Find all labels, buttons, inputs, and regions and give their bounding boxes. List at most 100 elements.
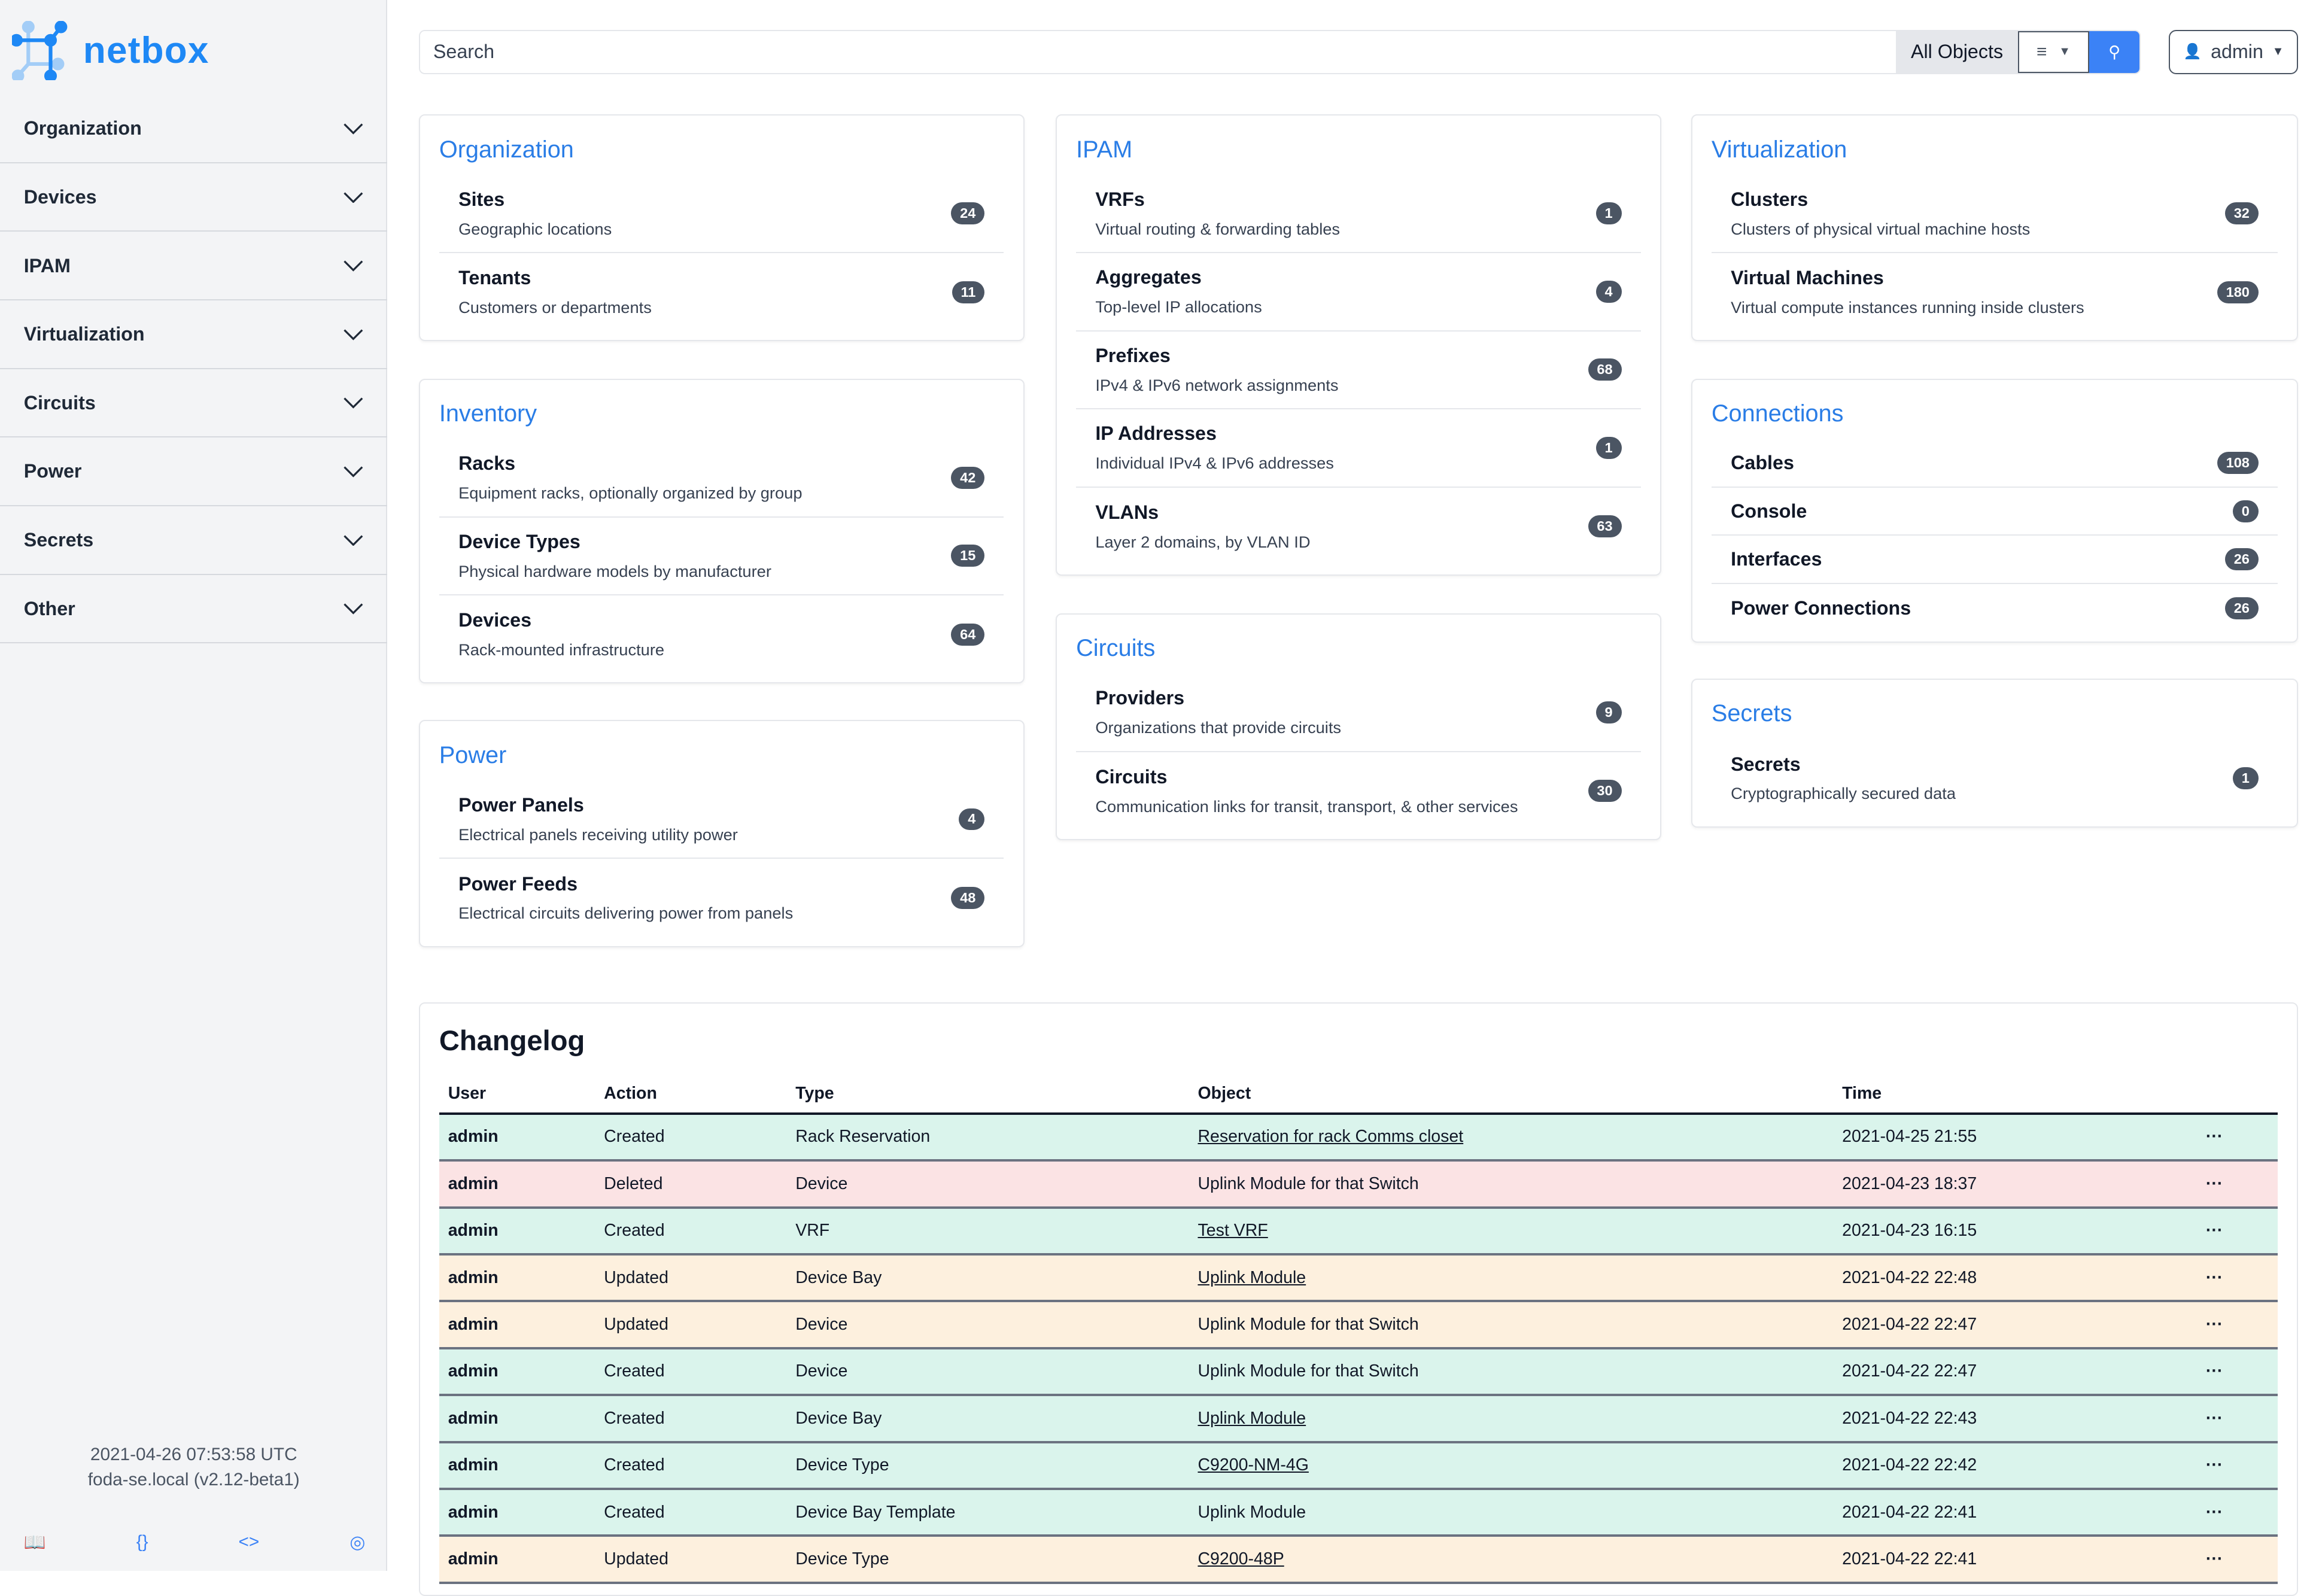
- list-item[interactable]: Secrets Cryptographically secured data 1: [1712, 739, 2278, 817]
- list-item[interactable]: Tenants Customers or departments 11: [439, 253, 1004, 331]
- column-header[interactable]: [2197, 1083, 2278, 1115]
- table-row: admin Created Device Bay Template Uplink…: [439, 1488, 2278, 1537]
- list-item[interactable]: Sites Geographic locations 24: [439, 175, 1004, 254]
- item-title[interactable]: Power Connections: [1731, 597, 1911, 619]
- item-title[interactable]: VLANs: [1095, 501, 1159, 523]
- item-title[interactable]: Circuits: [1095, 765, 1168, 788]
- more-icon[interactable]: ···: [2205, 1502, 2223, 1522]
- card-title: Power: [439, 741, 507, 768]
- list-item[interactable]: Circuits Communication links for transit,…: [1076, 752, 1641, 830]
- brand-name: netbox: [83, 29, 209, 71]
- item-title[interactable]: Power Feeds: [458, 873, 578, 895]
- item-description: Geographic locations: [458, 219, 612, 238]
- chevron-down-icon: [344, 329, 363, 341]
- list-item[interactable]: VLANs Layer 2 domains, by VLAN ID 63: [1076, 488, 1641, 566]
- sidebar-item-label: IPAM: [23, 254, 71, 276]
- object-link[interactable]: Uplink Module: [1197, 1267, 1306, 1287]
- cell-time: 2021-04-23 18:37: [1833, 1160, 2198, 1209]
- more-icon[interactable]: ···: [2205, 1361, 2223, 1381]
- sidebar-item-ipam[interactable]: IPAM: [0, 232, 388, 301]
- cell-object: Uplink Module for that Switch: [1197, 1174, 1419, 1193]
- list-item[interactable]: Aggregates Top-level IP allocations 4: [1076, 253, 1641, 332]
- list-item[interactable]: Prefixes IPv4 & IPv6 network assignments 6…: [1076, 332, 1641, 410]
- sidebar-item-organization[interactable]: Organization: [0, 95, 388, 163]
- lifebuoy-icon[interactable]: ◎: [349, 1533, 366, 1553]
- list-item[interactable]: Cables 108: [1711, 439, 2278, 488]
- item-title[interactable]: Prefixes: [1095, 344, 1171, 366]
- column-header[interactable]: User: [439, 1083, 595, 1115]
- item-title[interactable]: Aggregates: [1095, 266, 1202, 288]
- logo[interactable]: netbox: [11, 20, 209, 80]
- item-title[interactable]: Sites: [458, 188, 505, 210]
- object-link[interactable]: C9200-48P: [1197, 1549, 1284, 1568]
- item-title[interactable]: Devices: [458, 609, 532, 631]
- item-title[interactable]: Tenants: [458, 267, 531, 289]
- code-icon[interactable]: <>: [238, 1532, 260, 1552]
- more-icon[interactable]: ···: [2205, 1408, 2223, 1428]
- item-title[interactable]: Racks: [458, 452, 516, 475]
- cell-time: 2021-04-22 22:41: [1833, 1536, 2198, 1584]
- sidebar-item-label: Organization: [23, 117, 142, 139]
- more-icon[interactable]: ···: [2205, 1174, 2223, 1193]
- sidebar-item-other[interactable]: Other: [0, 575, 388, 644]
- more-icon[interactable]: ···: [2205, 1315, 2223, 1334]
- column-header[interactable]: Time: [1833, 1083, 2198, 1115]
- search-button[interactable]: ⚲: [2089, 31, 2140, 74]
- item-title[interactable]: Providers: [1095, 687, 1185, 709]
- column-header[interactable]: Action: [595, 1083, 787, 1115]
- search-scope-select[interactable]: All Objects: [1896, 31, 2018, 74]
- list-item[interactable]: Power Connections 26: [1712, 584, 2278, 633]
- item-title[interactable]: Device Types: [458, 530, 580, 552]
- book-icon[interactable]: 📖: [23, 1533, 46, 1553]
- more-icon[interactable]: ···: [2205, 1221, 2223, 1241]
- item-title[interactable]: IP Addresses: [1095, 422, 1217, 445]
- sidebar-item-devices[interactable]: Devices: [0, 163, 388, 232]
- sidebar-item-secrets[interactable]: Secrets: [0, 506, 388, 575]
- list-item[interactable]: IP Addresses Individual IPv4 & IPv6 addre…: [1076, 409, 1641, 488]
- list-item[interactable]: Power Feeds Electrical circuits deliverin…: [439, 859, 1004, 937]
- column-header[interactable]: Type: [786, 1083, 1189, 1115]
- cell-user: admin: [439, 1348, 595, 1397]
- list-item[interactable]: Console 0: [1711, 488, 2278, 536]
- more-icon[interactable]: ···: [2205, 1267, 2223, 1287]
- cell-action: Created: [595, 1348, 787, 1397]
- search-input[interactable]: [420, 31, 1896, 74]
- sidebar-item-virtualization[interactable]: Virtualization: [0, 301, 388, 369]
- item-title[interactable]: Interfaces: [1731, 548, 1822, 570]
- list-item[interactable]: Power Panels Electrical panels receiving …: [439, 781, 1004, 859]
- item-title[interactable]: Secrets: [1731, 753, 1801, 775]
- item-title[interactable]: Cables: [1731, 451, 1794, 473]
- list-item[interactable]: Racks Equipment racks, optionally organiz…: [439, 439, 1004, 518]
- more-icon[interactable]: ···: [2205, 1127, 2223, 1147]
- item-title[interactable]: Clusters: [1731, 188, 1809, 210]
- list-item[interactable]: Device Types Physical hardware models by …: [439, 518, 1004, 596]
- filter-dropdown-button[interactable]: ≡ ▼: [2017, 31, 2089, 74]
- sidebar-item-circuits[interactable]: Circuits: [0, 369, 388, 438]
- table-row: admin Created Device Type C9200-NM-4G 20…: [439, 1442, 2278, 1490]
- list-item[interactable]: VRFs Virtual routing & forwarding tables 1: [1076, 175, 1641, 254]
- item-title[interactable]: Power Panels: [458, 794, 584, 816]
- list-item[interactable]: Devices Rack-mounted infrastructure 64: [439, 595, 1004, 673]
- object-link[interactable]: Reservation for rack Comms closet: [1197, 1127, 1464, 1147]
- item-title[interactable]: Virtual Machines: [1731, 267, 1884, 289]
- list-item[interactable]: Virtual Machines Virtual compute instance…: [1712, 253, 2278, 331]
- item-description: Communication links for transit, transpo…: [1095, 797, 1518, 816]
- list-item[interactable]: Clusters Clusters of physical virtual mac…: [1711, 175, 2278, 254]
- more-icon[interactable]: ···: [2205, 1455, 2223, 1475]
- more-icon[interactable]: ···: [2205, 1549, 2223, 1568]
- braces-icon[interactable]: {}: [136, 1532, 148, 1552]
- cell-type: Rack Reservation: [786, 1113, 1189, 1162]
- object-link[interactable]: C9200-NM-4G: [1197, 1455, 1309, 1475]
- count-badge: 32: [2224, 202, 2259, 225]
- list-item[interactable]: Interfaces 26: [1711, 536, 2278, 585]
- column-header[interactable]: Object: [1189, 1083, 1834, 1115]
- card-title: Inventory: [439, 400, 537, 427]
- user-menu-button[interactable]: 👤 admin ▼: [2169, 29, 2299, 75]
- chevron-down-icon: [344, 123, 363, 135]
- sidebar-item-power[interactable]: Power: [0, 438, 388, 506]
- object-link[interactable]: Uplink Module: [1197, 1408, 1306, 1428]
- object-link[interactable]: Test VRF: [1197, 1221, 1268, 1241]
- list-item[interactable]: Providers Organizations that provide circ…: [1076, 674, 1641, 752]
- item-title[interactable]: Console: [1731, 500, 1807, 522]
- item-title[interactable]: VRFs: [1095, 188, 1145, 210]
